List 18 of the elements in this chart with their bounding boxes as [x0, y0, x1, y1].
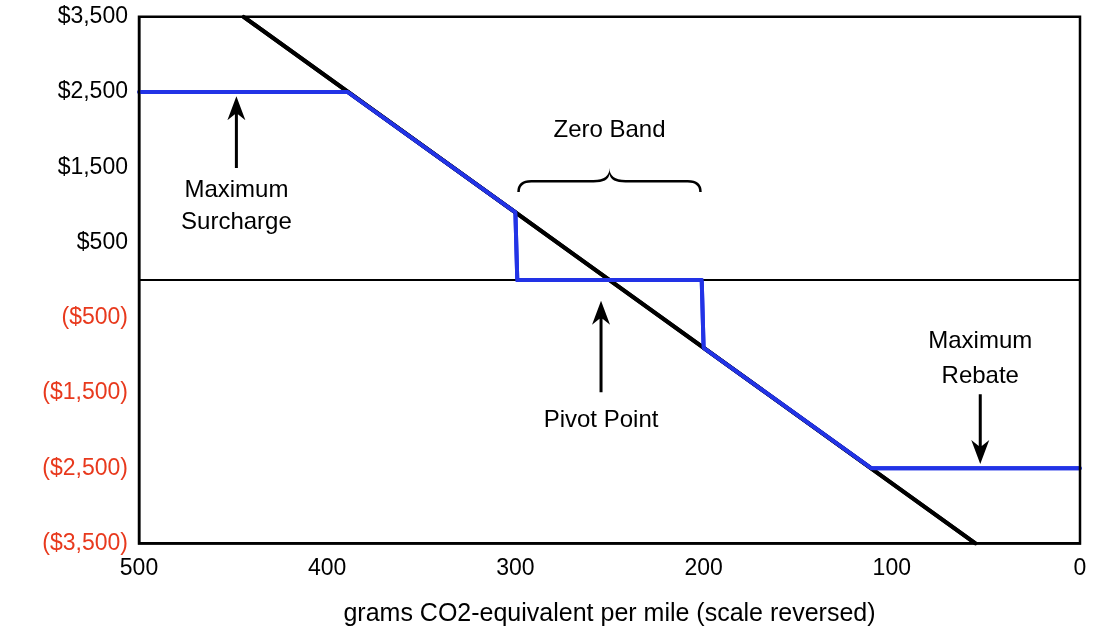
y-tick-label: ($1,500) — [42, 378, 128, 405]
y-tick-label: ($2,500) — [42, 453, 128, 480]
y-tick-label: $1,500 — [57, 152, 128, 179]
x-tick-label: 100 — [872, 553, 911, 580]
x-tick-label: 200 — [684, 553, 723, 580]
x-axis-title: grams CO2-equivalent per mile (scale reversed) — [343, 597, 876, 626]
y-tick-label: $500 — [76, 227, 128, 254]
annotation: Maximum Surcharge — [181, 174, 292, 235]
annotation: Pivot Point — [543, 405, 659, 433]
y-tick-label: ($500) — [61, 303, 128, 330]
y-tick-label: $3,500 — [57, 2, 128, 29]
y-tick-label: $2,500 — [57, 77, 128, 104]
x-tick-label: 400 — [308, 553, 347, 580]
x-tick-label: 0 — [1073, 553, 1087, 580]
annotation: Zero Band — [553, 114, 666, 142]
annotation: Maximum Rebate — [928, 325, 1033, 388]
x-tick-label: 300 — [496, 553, 535, 580]
y-tick-label: ($3,500) — [42, 528, 128, 555]
